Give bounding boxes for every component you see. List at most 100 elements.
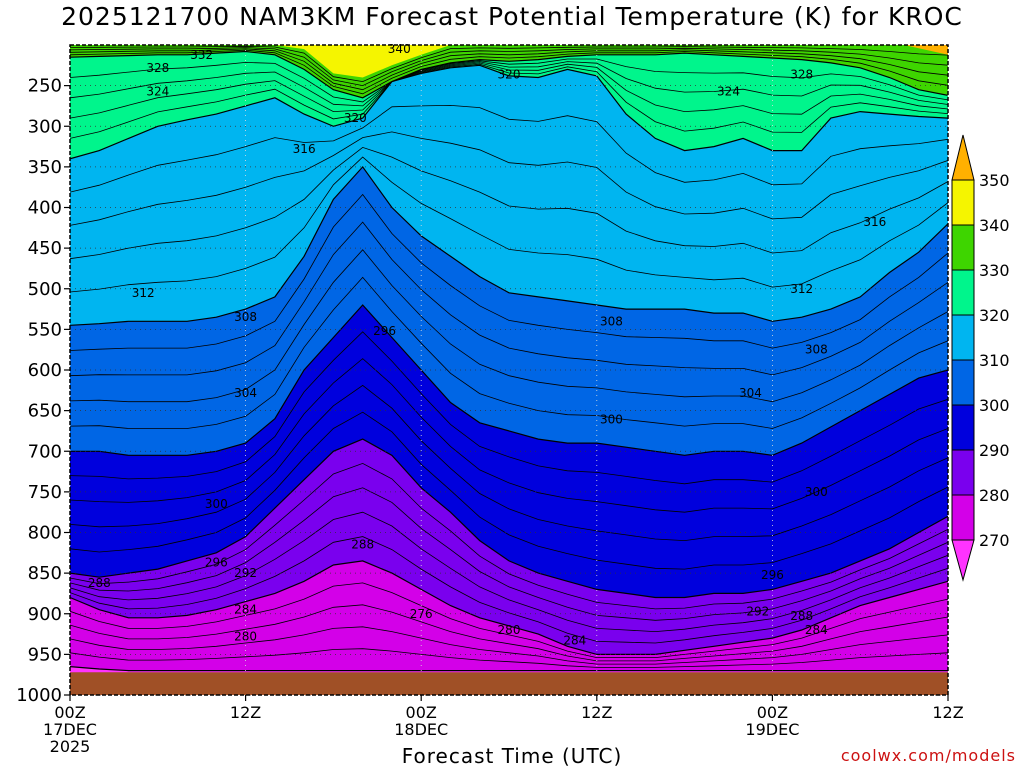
theta-contour-lines — [70, 45, 948, 672]
xtick-label: 12Z — [932, 703, 963, 722]
ytick-label: 900 — [28, 604, 62, 625]
contour-label: 320 — [498, 67, 521, 81]
contour-label: 284 — [563, 634, 586, 648]
contour-line — [70, 131, 948, 226]
colorbar-segment — [951, 224, 975, 271]
contour-label: 276 — [410, 607, 433, 621]
contour-label: 300 — [205, 497, 228, 511]
ytick-label: 1000 — [16, 685, 62, 706]
contour-line — [70, 536, 948, 644]
contour-label: 296 — [205, 556, 228, 570]
contour-label: 324 — [717, 84, 740, 98]
contour-line — [70, 438, 948, 599]
ytick-label: 350 — [28, 157, 62, 178]
ytick-label: 850 — [28, 563, 62, 584]
contour-line — [70, 249, 948, 403]
xtick-date: 17DEC — [43, 720, 97, 739]
contour-labels: 340 332 328 320 328 324 324 320 316 316 312 312 308 2… — [88, 42, 886, 648]
contour-line — [70, 45, 948, 83]
colorbar-segment — [951, 359, 975, 406]
contour-label: 292 — [234, 566, 257, 580]
contour-label: 288 — [88, 576, 111, 590]
ytick-label: 500 — [28, 279, 62, 300]
contour-line — [70, 411, 948, 570]
contour-line — [70, 58, 948, 103]
ytick-label: 650 — [28, 401, 62, 422]
contour-label: 332 — [190, 48, 213, 62]
xtick-label: 00Z — [406, 703, 437, 722]
colorbar-label: 320 — [979, 306, 1010, 325]
contour-line — [70, 48, 948, 91]
contour-label: 300 — [805, 485, 828, 499]
ytick-label: 750 — [28, 482, 62, 503]
contour-line — [70, 49, 948, 95]
ytick-label: 950 — [28, 644, 62, 665]
contour-line — [70, 582, 948, 658]
ytick-label: 450 — [28, 238, 62, 259]
contour-label: 308 — [600, 314, 623, 328]
contour-line — [70, 193, 948, 351]
contour-label: 316 — [293, 142, 316, 156]
contour-line — [70, 666, 948, 672]
contour-label: 288 — [790, 609, 813, 623]
xtick-label: 12Z — [581, 703, 612, 722]
contour-line — [70, 331, 948, 485]
contour-line — [70, 626, 948, 665]
contour-line — [70, 462, 948, 610]
xtick-date: 19DEC — [745, 720, 799, 739]
contour-line — [70, 604, 948, 662]
pressure-axis: 250 300 350 400 450 500 550 600 650 700 750 800 850 9… — [16, 76, 70, 706]
contour-label: 296 — [373, 324, 396, 338]
colorbar-label: 330 — [979, 261, 1010, 280]
contour-line — [70, 358, 948, 513]
contour-line — [70, 487, 948, 621]
contour-line — [70, 146, 948, 260]
ytick-label: 700 — [28, 441, 62, 462]
colorbar-segment — [951, 494, 975, 541]
ytick-label: 400 — [28, 198, 62, 219]
contour-label: 284 — [805, 623, 828, 637]
contour-label: 308 — [234, 310, 257, 324]
contour-line — [70, 63, 948, 139]
colorbar-label: 340 — [979, 216, 1010, 235]
colorbar-segment — [951, 314, 975, 361]
contour-line — [70, 511, 948, 633]
contour-line — [70, 47, 948, 87]
credit-text: coolwx.com/models — [840, 746, 1016, 765]
contour-line — [70, 384, 948, 542]
ground-fill — [70, 672, 948, 695]
contour-label: 304 — [739, 386, 762, 400]
contour-line — [70, 221, 948, 377]
colorbar-label: 300 — [979, 396, 1010, 415]
xtick-label: 00Z — [757, 703, 788, 722]
contour-label: 308 — [805, 343, 828, 357]
ytick-label: 250 — [28, 76, 62, 97]
contour-label: 316 — [863, 215, 886, 229]
contour-label: 292 — [746, 604, 769, 618]
contour-label: 280 — [234, 630, 257, 644]
contour-line — [70, 64, 948, 160]
ytick-label: 300 — [28, 116, 62, 137]
contour-label: 284 — [234, 603, 257, 617]
ytick-label: 600 — [28, 360, 62, 381]
ytick-label: 550 — [28, 319, 62, 340]
contour-line — [70, 276, 948, 429]
contour-label: 340 — [388, 42, 411, 56]
colorbar-label: 290 — [979, 441, 1010, 460]
colorbar-legend: 350 340 330 320 310 300 290 280 270 — [951, 134, 1010, 582]
xtick-label: 12Z — [230, 703, 261, 722]
contour-label: 288 — [351, 538, 374, 552]
colorbar-segment — [951, 449, 975, 496]
contour-line — [70, 156, 948, 293]
contour-label: 300 — [600, 413, 623, 427]
band-above-330K — [70, 45, 948, 98]
xtick-date: 18DEC — [394, 720, 448, 739]
contour-line — [70, 648, 948, 668]
colorbar-label: 310 — [979, 351, 1010, 370]
contour-label: 324 — [146, 84, 169, 98]
chart-title: 2025121700 NAM3KM Forecast Potential Tem… — [61, 2, 963, 31]
contour-line — [70, 50, 948, 99]
ground-surface — [70, 672, 948, 695]
